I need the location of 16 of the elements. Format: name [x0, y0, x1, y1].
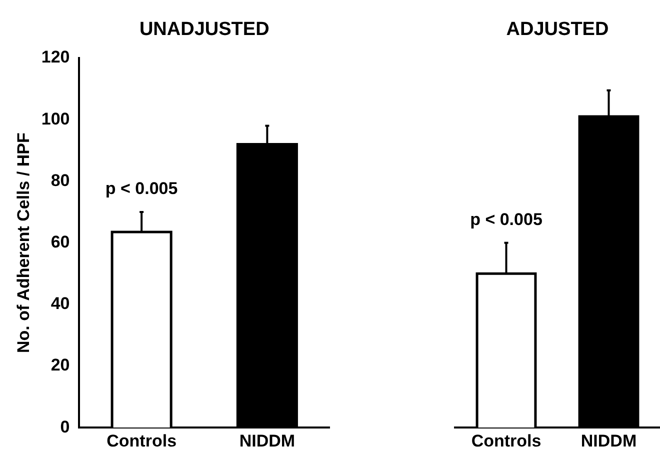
- chart-title: UNADJUSTED: [139, 19, 270, 40]
- annotation: p < 0.005: [105, 179, 178, 198]
- y-tick-label: 20: [50, 356, 70, 375]
- annotation: p < 0.005: [470, 210, 542, 229]
- x-tick-label: Controls: [471, 431, 542, 450]
- x-tick-label: NIDDM: [580, 431, 637, 450]
- x-tick-label: Controls: [106, 431, 177, 450]
- y-tick-label: 0: [60, 417, 70, 436]
- y-tick-label: 80: [50, 170, 70, 190]
- y-tick-label: 100: [41, 109, 70, 128]
- x-tick-label: NIDDM: [239, 431, 296, 450]
- y-axis-title: No. of Adherent Cells / HPF: [14, 132, 33, 353]
- y-tick-label: 60: [50, 232, 70, 252]
- chart-title: ADJUSTED: [506, 19, 609, 40]
- y-tick-label: 120: [41, 48, 70, 67]
- y-tick-label: 40: [50, 294, 70, 314]
